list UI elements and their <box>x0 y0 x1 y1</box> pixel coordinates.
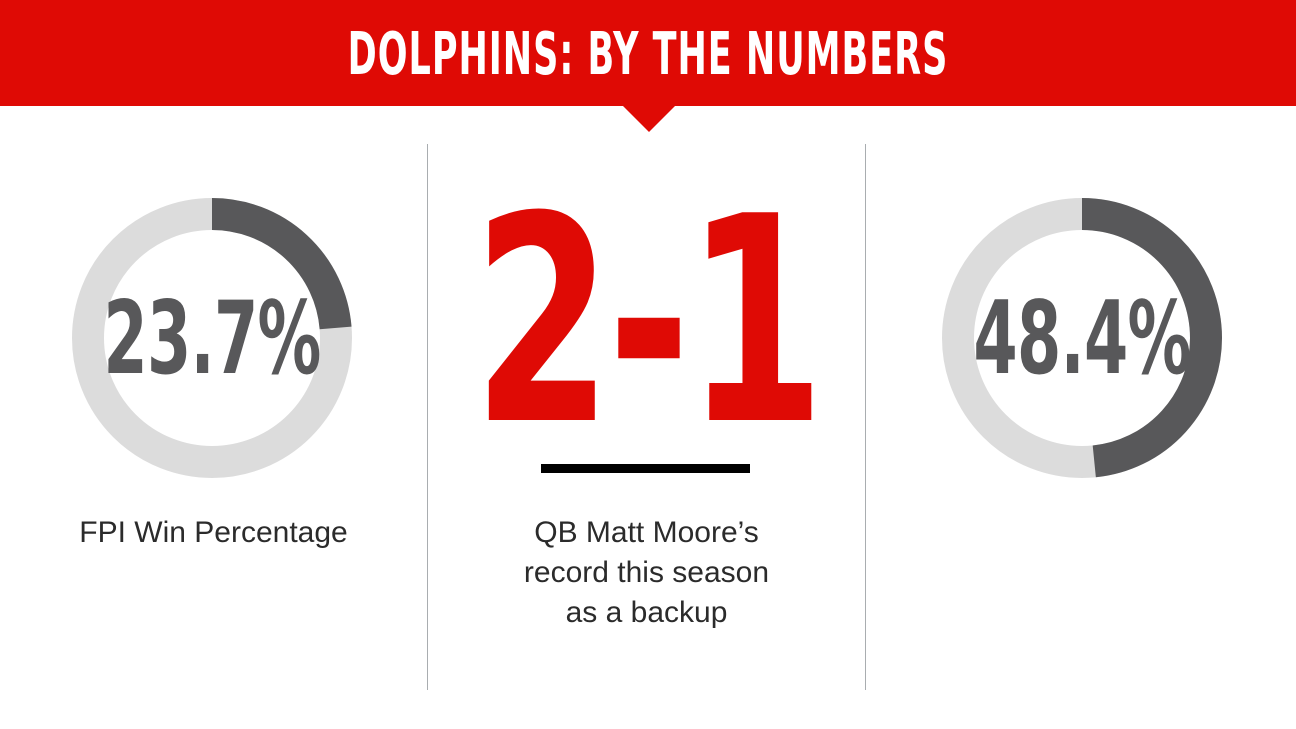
banner-notch-triangle <box>623 106 675 132</box>
big-stat-value: 2-1 <box>472 156 825 488</box>
donut-value-left: 23.7% <box>103 278 321 397</box>
divider-left <box>427 144 428 690</box>
caption-center: QB Matt Moore’s record this season as a … <box>428 513 865 633</box>
donut-chart-yards-from-scrimmage: 48.4% <box>942 198 1222 478</box>
big-stat-block: 2-1 <box>428 180 865 465</box>
caption-center-line-3: as a backup <box>565 596 728 629</box>
caption-center-line-2: record this season <box>523 556 770 589</box>
big-stat-underline-rule <box>541 464 750 473</box>
divider-right <box>865 144 866 690</box>
caption-left-line-1: FPI Win Percentage <box>79 516 348 549</box>
donut-arc-left <box>72 198 352 478</box>
donut-arc-right <box>942 198 1222 478</box>
caption-center-line-1: QB Matt Moore’s <box>534 516 759 549</box>
donut-svg-right <box>942 198 1222 478</box>
donut-svg-left <box>72 198 352 478</box>
header-banner: DOLPHINS: BY THE NUMBERS <box>0 0 1296 106</box>
caption-left: FPI Win Percentage <box>0 513 427 553</box>
page-title: DOLPHINS: BY THE NUMBERS <box>347 18 949 88</box>
donut-value-right: 48.4% <box>973 278 1191 397</box>
donut-chart-fpi-win-percentage: 23.7% <box>72 198 352 478</box>
